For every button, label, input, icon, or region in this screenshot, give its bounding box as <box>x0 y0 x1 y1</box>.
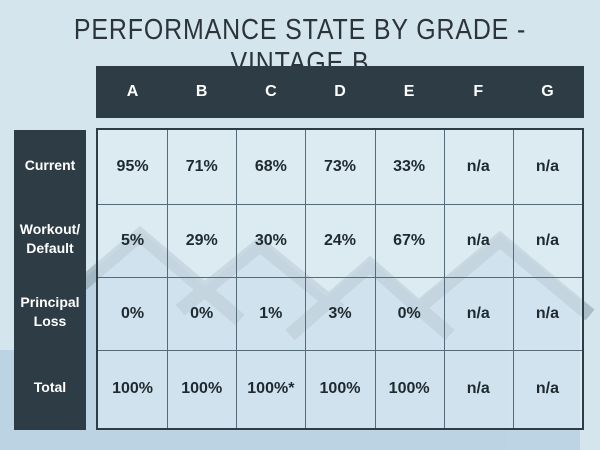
table-cell: 100%* <box>247 380 295 397</box>
column-header-bar: A B C D E F G <box>96 66 584 118</box>
column-divider <box>305 130 307 428</box>
table-cell: 33% <box>393 158 426 175</box>
row-label: Principal Loss <box>20 293 80 329</box>
row-label-panel: Current Workout/ Default Principal Loss Tot… <box>14 130 86 430</box>
column-divider <box>512 130 514 428</box>
column-divider <box>167 130 169 428</box>
table-cell: 68% <box>254 158 287 175</box>
table-cell: 29% <box>185 231 218 249</box>
table-cell: n/a <box>535 158 559 175</box>
table-cell: n/a <box>535 304 559 322</box>
table-cell: 71% <box>185 158 218 175</box>
row-divider <box>98 350 582 351</box>
table-cell: 0% <box>397 304 421 322</box>
column-divider <box>374 130 376 428</box>
table-cell: 3% <box>328 304 352 322</box>
column-header: G <box>541 83 554 100</box>
row-label: Current <box>24 156 76 173</box>
table-cell: 1% <box>259 304 283 322</box>
column-header: B <box>195 83 208 100</box>
table-cell: 24% <box>323 231 356 249</box>
column-header: D <box>334 83 346 100</box>
table-cell: 100% <box>112 380 154 397</box>
table-cell: 0% <box>121 304 145 322</box>
table-cell: n/a <box>466 380 490 397</box>
column-header: C <box>265 83 277 100</box>
table-cell: n/a <box>466 158 490 175</box>
data-grid: 95% 71% 68% 73% 33% n/a n/a 5% 29% 30% 24% 67% n/a n/… <box>96 128 584 430</box>
row-label: Workout/ Default <box>19 220 81 256</box>
column-divider <box>443 130 445 428</box>
row-label: Total <box>33 378 67 395</box>
table-cell: 95% <box>116 158 149 175</box>
table-cell: 0% <box>190 304 214 322</box>
column-header: F <box>473 83 484 100</box>
row-divider <box>98 204 582 205</box>
table-cell: 30% <box>254 231 287 249</box>
table-cell: n/a <box>466 231 490 249</box>
table-cell: 5% <box>121 231 145 249</box>
column-header: E <box>403 83 415 100</box>
table-cell: 100% <box>388 380 430 397</box>
table-cell: 67% <box>393 231 426 249</box>
table-cell: 73% <box>323 158 356 175</box>
table-cell: 100% <box>181 380 223 397</box>
row-divider <box>98 277 582 278</box>
table-cell: 100% <box>319 380 361 397</box>
table-cell: n/a <box>535 380 559 397</box>
table-cell: n/a <box>535 231 559 249</box>
column-divider <box>236 130 238 428</box>
column-header: A <box>126 83 139 100</box>
table-cell: n/a <box>466 304 490 322</box>
